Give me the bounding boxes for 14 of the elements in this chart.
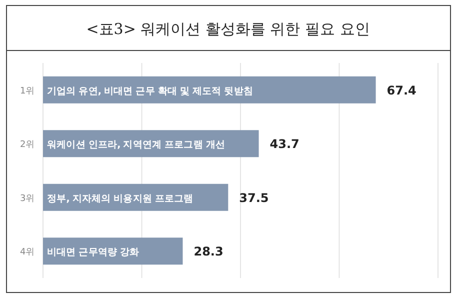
annotation: 정부, 지자체의 비용지원 프로그램	[47, 193, 194, 204]
bar	[43, 76, 376, 104]
y-tick-label: 2위	[20, 140, 35, 150]
y-tick-label: 3위	[20, 194, 35, 204]
data-label: 43.7	[270, 137, 300, 152]
y-tick-label: 4위	[20, 248, 35, 258]
annotation: 기업의 유연, 비대면 근무 확대 및 제도적 뒷받침	[47, 86, 253, 97]
y-tick-label: 1위	[20, 86, 35, 96]
chart-title: <표3> 워케이션 활성화를 위한 필요 요인	[86, 20, 370, 38]
annotation: 비대면 근무역량 강화	[47, 247, 140, 258]
data-label: 67.4	[386, 83, 416, 98]
annotation: 워케이션 인프라, 지역연계 프로그램 개선	[47, 140, 226, 151]
data-label: 37.5	[239, 190, 269, 205]
data-label: 28.3	[194, 244, 224, 259]
